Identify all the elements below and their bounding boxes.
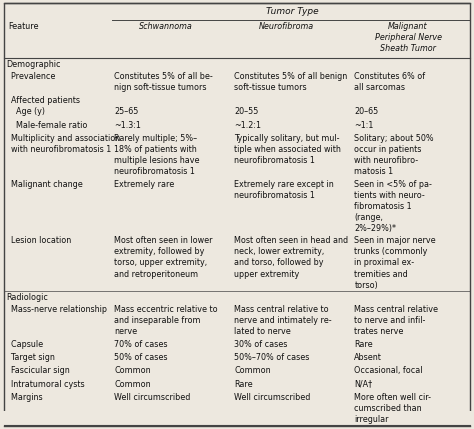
- Text: Extremely rare except in
neurofibromatosis 1: Extremely rare except in neurofibromatos…: [234, 180, 334, 200]
- Text: Extremely rare: Extremely rare: [114, 180, 174, 189]
- Text: Mass-nerve relationship: Mass-nerve relationship: [6, 305, 107, 314]
- Text: ~1:1: ~1:1: [355, 121, 374, 130]
- Text: Tumor Type: Tumor Type: [266, 7, 319, 16]
- Text: Malignant
Peripheral Nerve
Sheath Tumor: Malignant Peripheral Nerve Sheath Tumor: [374, 22, 442, 53]
- Text: N/A†: N/A†: [355, 380, 373, 389]
- Text: Fascicular sign: Fascicular sign: [6, 366, 70, 375]
- Text: Prevalence: Prevalence: [6, 72, 55, 81]
- Text: Age (y): Age (y): [6, 107, 45, 116]
- Text: Most often seen in head and
neck, lower extremity,
and torso, followed by
upper : Most often seen in head and neck, lower …: [234, 236, 348, 278]
- Text: Affected patients: Affected patients: [6, 97, 80, 106]
- Text: Feature: Feature: [9, 22, 39, 31]
- Text: Radiologic: Radiologic: [6, 293, 48, 302]
- Text: 20–65: 20–65: [355, 107, 379, 116]
- Text: Demographic: Demographic: [6, 60, 61, 69]
- Text: 25–65: 25–65: [114, 107, 138, 116]
- Text: Common: Common: [114, 366, 151, 375]
- Text: Mass central relative to
nerve and intimately re-
lated to nerve: Mass central relative to nerve and intim…: [234, 305, 332, 336]
- Text: More often well cir-
cumscribed than
irregular: More often well cir- cumscribed than irr…: [355, 393, 431, 424]
- Text: Typically solitary, but mul-
tiple when associated with
neurofibromatosis 1: Typically solitary, but mul- tiple when …: [234, 134, 341, 165]
- Text: Target sign: Target sign: [6, 353, 55, 362]
- Text: 50% of cases: 50% of cases: [114, 353, 167, 362]
- Text: Well circumscribed: Well circumscribed: [114, 393, 191, 402]
- Text: Schwannoma: Schwannoma: [139, 22, 193, 31]
- Text: Most often seen in lower
extremity, followed by
torso, upper extremity,
and retr: Most often seen in lower extremity, foll…: [114, 236, 212, 278]
- Text: Seen in <5% of pa-
tients with neuro-
fibromatosis 1
(range,
2%–29%)*: Seen in <5% of pa- tients with neuro- fi…: [355, 180, 432, 233]
- Text: Intratumoral cysts: Intratumoral cysts: [6, 380, 85, 389]
- Text: Mass central relative
to nerve and infil-
trates nerve: Mass central relative to nerve and infil…: [355, 305, 438, 336]
- Text: Common: Common: [234, 366, 271, 375]
- Text: 70% of cases: 70% of cases: [114, 340, 167, 349]
- Text: Mass eccentric relative to
and inseparable from
nerve: Mass eccentric relative to and inseparab…: [114, 305, 218, 336]
- Text: Absent: Absent: [355, 353, 382, 362]
- Text: Solitary; about 50%
occur in patients
with neurofibro-
matosis 1: Solitary; about 50% occur in patients wi…: [355, 134, 434, 176]
- Text: Constitutes 5% of all be-
nign soft-tissue tumors: Constitutes 5% of all be- nign soft-tiss…: [114, 72, 213, 92]
- Text: Malignant change: Malignant change: [6, 180, 83, 189]
- Text: Rare: Rare: [355, 340, 373, 349]
- Text: Male-female ratio: Male-female ratio: [6, 121, 88, 130]
- Text: Constitutes 6% of
all sarcomas: Constitutes 6% of all sarcomas: [355, 72, 426, 92]
- Text: Multiplicity and association
  with neurofibromatosis 1: Multiplicity and association with neurof…: [6, 134, 120, 154]
- Text: Lesion location: Lesion location: [6, 236, 72, 245]
- Text: 20–55: 20–55: [234, 107, 258, 116]
- Text: Constitutes 5% of all benign
soft-tissue tumors: Constitutes 5% of all benign soft-tissue…: [234, 72, 347, 92]
- Text: 50%–70% of cases: 50%–70% of cases: [234, 353, 310, 362]
- Text: Neurofibroma: Neurofibroma: [259, 22, 314, 31]
- Text: Rare: Rare: [234, 380, 253, 389]
- Text: Seen in major nerve
trunks (commonly
in proximal ex-
tremities and
torso): Seen in major nerve trunks (commonly in …: [355, 236, 436, 290]
- Text: ~1.2:1: ~1.2:1: [234, 121, 261, 130]
- Text: Occasional, focal: Occasional, focal: [355, 366, 423, 375]
- Text: Capsule: Capsule: [6, 340, 43, 349]
- Text: Common: Common: [114, 380, 151, 389]
- Text: 30% of cases: 30% of cases: [234, 340, 288, 349]
- Text: ~1.3:1: ~1.3:1: [114, 121, 141, 130]
- Text: Margins: Margins: [6, 393, 43, 402]
- Text: Well circumscribed: Well circumscribed: [234, 393, 310, 402]
- Text: Rarely multiple; 5%–
18% of patients with
multiple lesions have
neurofibromatosi: Rarely multiple; 5%– 18% of patients wit…: [114, 134, 200, 176]
